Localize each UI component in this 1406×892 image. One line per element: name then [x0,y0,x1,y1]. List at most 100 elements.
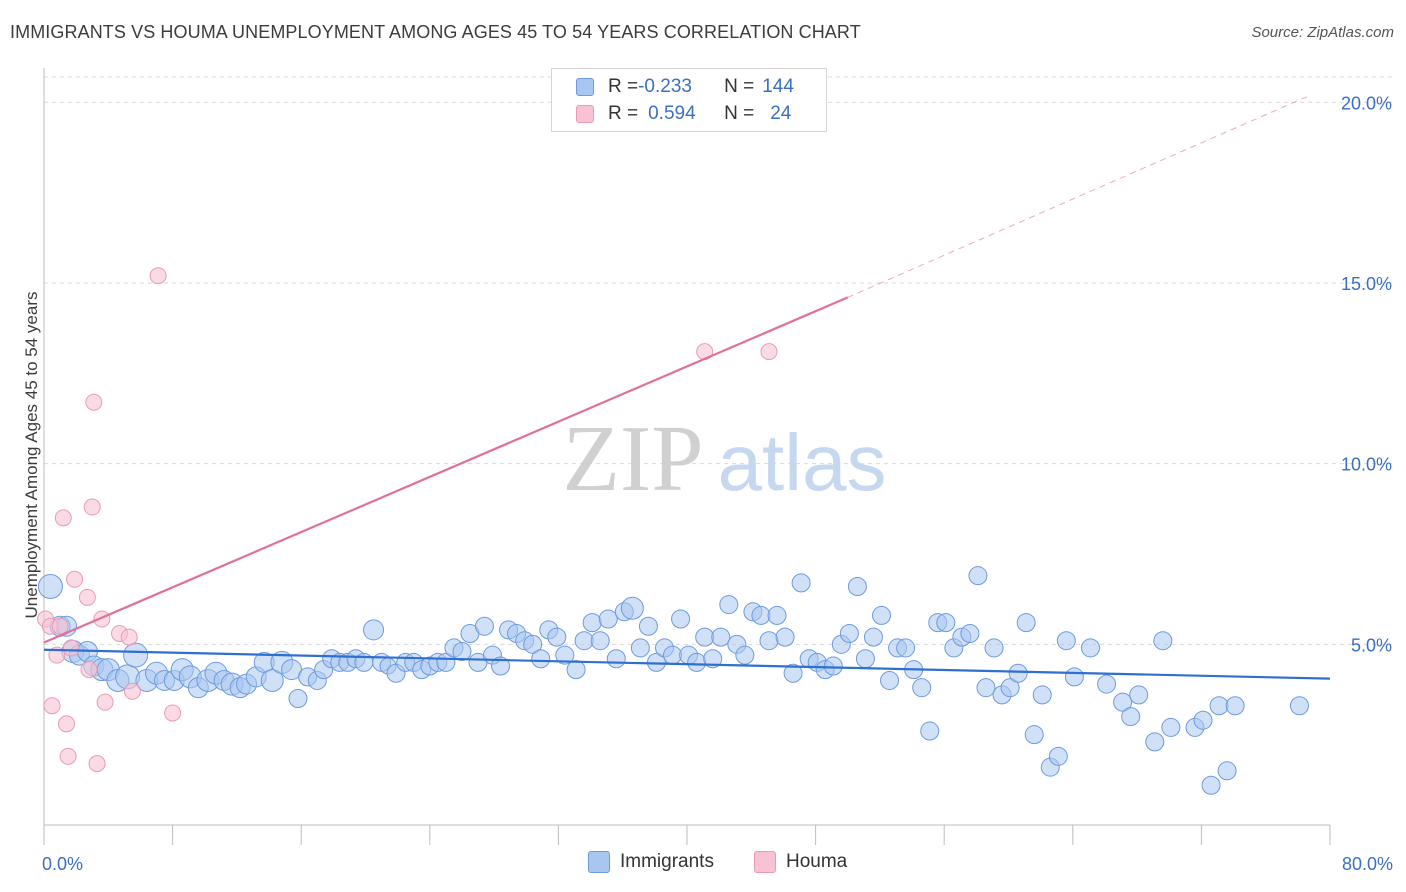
source-label: Source: ZipAtlas.com [1251,24,1394,41]
legend-n-label: N = [724,76,755,97]
houma-point [760,343,778,361]
legend-row-houma: R = 0.594 N = 24 [576,102,791,126]
watermark-atlas: atlas [718,418,887,507]
houma-point [66,570,84,588]
immigrants-point [703,649,723,669]
houma-point [80,661,98,679]
immigrants-point [783,663,803,683]
immigrants-point [1024,725,1044,745]
immigrants-point [598,609,618,629]
houma-point [51,617,69,635]
immigrants-point [711,627,731,647]
immigrants-point [1000,678,1020,698]
immigrants-point [1064,667,1084,687]
immigrants-point [880,670,900,690]
immigrants-point [775,627,795,647]
immigrants-point [1217,761,1237,781]
houma-point [85,393,103,411]
immigrants-point [920,721,940,741]
immigrants-point [638,616,658,636]
immigrants-point [1121,707,1141,727]
immigrants-point [1129,685,1149,705]
immigrants-point [839,623,859,643]
immigrants-point [687,652,707,672]
houma-point [88,755,106,773]
immigrants-point [566,660,586,680]
y-axis-label: Unemployment Among Ages 45 to 54 years [22,291,41,619]
immigrants-point [452,642,472,662]
legend-label-houma: Houma [786,851,848,872]
immigrants-point [1032,685,1052,705]
immigrants-point [823,656,843,676]
tick-labels: 5.0% 10.0% 15.0% 20.0% 0.0% 80.0% [42,93,1393,874]
immigrants-point [1113,692,1133,712]
immigrants-point [590,631,610,651]
houma-point [58,715,76,733]
legend-r-label: R = [608,103,639,124]
houma-point [59,747,77,765]
immigrants-point [663,645,683,665]
immigrants-point [847,577,867,597]
legend-row-immigrants: R = -0.233 N = 144 [576,75,794,99]
immigrants-point [1225,696,1245,716]
houma-point [164,704,182,722]
immigrants-point [1145,732,1165,752]
immigrants-point [1008,663,1028,683]
immigrants-point [288,689,308,709]
immigrants-point [1209,696,1229,716]
immigrants-point [1201,775,1221,795]
houma-point [62,639,80,657]
immigrants-point [719,595,739,615]
legend-n-label: N = [724,103,755,124]
immigrants-point [912,678,932,698]
immigrants-legend-swatch [588,851,610,873]
immigrants-point [872,605,892,625]
immigrants-point [863,627,883,647]
legend-label-immigrants: Immigrants [620,851,714,872]
immigrants-point [37,574,63,600]
houma-point [83,498,101,516]
houma-trend-line [43,296,849,644]
legend-item-houma: Houma [754,851,847,873]
houma-point [149,267,167,285]
immigrants-point [984,638,1004,658]
immigrants-point [1153,631,1173,651]
immigrants-point [791,573,811,593]
correlation-legend: R = -0.233 N = 144 R = 0.594 N = 24 [551,68,827,132]
houma-legend-swatch [754,851,776,873]
chart-title: IMMIGRANTS VS HOUMA UNEMPLOYMENT AMONG A… [10,22,861,42]
immigrants-point [968,566,988,586]
immigrants-points [37,566,1309,795]
immigrants-point [260,668,284,692]
legend-r-value: -0.233 [638,76,692,97]
watermark-zip: ZIP [563,407,704,511]
legend-r-label: R = [608,76,639,97]
houma-point [96,693,114,711]
immigrants-point [976,678,996,698]
immigrants-point [474,616,494,636]
immigrants-point [896,638,916,658]
y-tick-label: 5.0% [1351,635,1392,655]
immigrants-point [574,631,594,651]
immigrants-point [855,649,875,669]
immigrants-point [671,609,691,629]
immigrants-point [531,649,551,669]
immigrants-point [630,638,650,658]
immigrants-point [1161,717,1181,737]
immigrants-point [123,642,149,668]
legend-n-value: 24 [770,103,792,124]
immigrants-point [960,623,980,643]
houma-point [43,697,61,715]
immigrants-point [695,627,715,647]
immigrants-point [1080,638,1100,658]
y-tick-label: 15.0% [1341,274,1392,294]
legend-item-immigrants: Immigrants [588,851,714,873]
series-legend: Immigrants Houma [0,851,1406,877]
houma-point [123,682,141,700]
immigrants-point [606,649,626,669]
immigrants-swatch [576,78,594,96]
houma-point [54,509,72,527]
houma-point [78,588,96,606]
immigrants-point [523,634,543,654]
axes [43,68,1331,845]
